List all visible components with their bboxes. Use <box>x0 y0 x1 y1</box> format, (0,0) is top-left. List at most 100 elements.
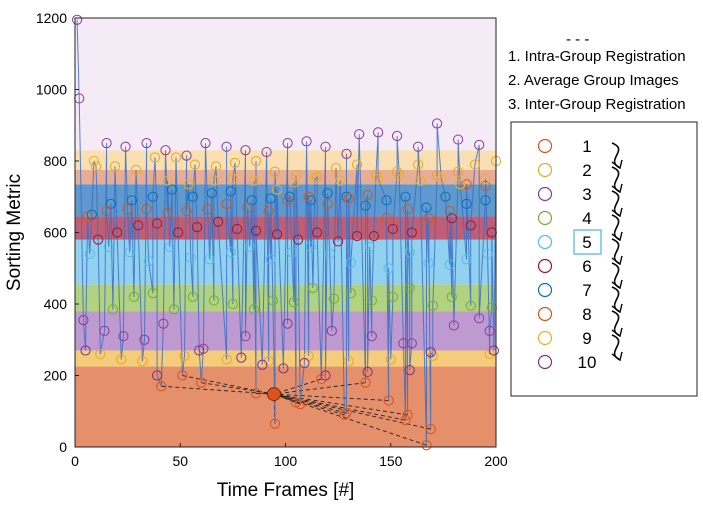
point-group-9 <box>415 175 426 186</box>
point-group-3 <box>240 331 251 342</box>
point-group-2 <box>189 159 201 170</box>
point-group-1 <box>196 377 207 388</box>
point-group-3 <box>99 325 110 336</box>
point-group-3 <box>158 318 169 329</box>
point-group-8 <box>181 205 192 217</box>
point-group-8 <box>202 204 213 215</box>
point-group-3 <box>453 134 464 145</box>
metric-line-path <box>76 19 497 446</box>
legend-label-5: 5 <box>582 233 591 252</box>
legend-marker-8 <box>537 306 553 322</box>
point-group-2 <box>137 356 148 367</box>
point-group-4 <box>328 293 340 304</box>
data-points <box>72 14 502 451</box>
point-group-1 <box>400 415 411 426</box>
point-group-3 <box>282 138 293 149</box>
group-mean-marker <box>266 387 281 402</box>
point-group-3 <box>282 318 293 329</box>
legend-label-7: 7 <box>582 281 591 300</box>
point-group-8 <box>381 213 392 224</box>
point-group-4 <box>427 300 438 311</box>
registration-line <box>273 378 322 395</box>
point-group-3 <box>101 138 112 149</box>
point-group-5 <box>164 241 175 252</box>
point-group-3 <box>78 314 89 326</box>
point-group-5 <box>265 254 276 265</box>
point-group-4 <box>147 288 158 299</box>
point-group-9 <box>88 155 100 167</box>
point-group-10 <box>194 345 205 356</box>
point-group-9 <box>288 177 300 188</box>
point-group-5 <box>423 257 434 268</box>
point-group-2 <box>290 170 302 181</box>
point-group-6 <box>173 227 184 238</box>
legend-arrowhead-icon <box>611 279 623 290</box>
point-group-3 <box>354 129 365 140</box>
x-tick-label: 50 <box>172 453 188 469</box>
point-group-8 <box>423 213 434 224</box>
point-group-4 <box>404 282 415 294</box>
point-group-5 <box>84 248 95 260</box>
axis-ticks: 0 50 100 150 200 0 200 400 600 800 1000 1200 <box>36 10 508 469</box>
legend-label-4: 4 <box>582 209 591 228</box>
point-group-10 <box>488 345 499 356</box>
point-group-2 <box>116 354 127 365</box>
point-group-4 <box>107 304 118 315</box>
point-group-10 <box>151 370 163 381</box>
band-group-2 <box>75 150 496 170</box>
point-group-10 <box>80 345 91 356</box>
y-tick-label: 600 <box>44 225 68 241</box>
point-group-5 <box>225 247 236 258</box>
legend-box <box>510 121 698 397</box>
point-group-5 <box>383 263 394 274</box>
band-group-1 <box>75 366 496 447</box>
legend-arrowhead-icon <box>611 231 623 242</box>
point-group-1 <box>360 377 371 388</box>
point-group-6 <box>191 222 203 233</box>
step-3-label: 3. Inter-Group Registration <box>508 96 686 113</box>
legend-arrowhead-icon <box>611 303 623 314</box>
steps-dashes: - - - <box>566 31 589 48</box>
point-group-5 <box>143 256 154 267</box>
point-group-6 <box>446 213 457 224</box>
point-group-8 <box>162 207 173 218</box>
point-group-4 <box>187 291 198 302</box>
point-group-7 <box>360 200 371 211</box>
point-group-2 <box>221 354 232 365</box>
x-tick-label: 100 <box>274 453 298 469</box>
x-tick-label: 0 <box>71 453 79 469</box>
point-group-5 <box>185 252 196 263</box>
y-tick-label: 1000 <box>36 82 67 98</box>
point-group-3 <box>391 130 403 142</box>
point-group-6 <box>151 218 163 229</box>
point-group-10 <box>236 352 247 363</box>
point-group-6 <box>465 220 476 231</box>
registration-line <box>273 382 366 395</box>
point-group-6 <box>133 220 144 231</box>
point-group-9 <box>208 175 220 186</box>
band-group-3 <box>75 18 496 151</box>
point-group-2 <box>149 152 161 163</box>
point-group-9 <box>373 173 384 184</box>
point-group-2 <box>210 161 222 172</box>
point-group-2 <box>250 155 262 167</box>
point-group-2 <box>469 159 481 170</box>
point-group-5 <box>286 247 297 258</box>
point-group-3 <box>341 148 352 159</box>
x-tick-label: 200 <box>484 453 508 469</box>
legend-arrowhead-icon <box>611 255 623 266</box>
point-group-7 <box>187 191 198 202</box>
point-group-7 <box>322 188 333 199</box>
legend-label-3: 3 <box>582 185 591 204</box>
y-tick-label: 1200 <box>36 10 67 26</box>
point-group-3 <box>406 338 417 349</box>
point-group-9 <box>227 173 238 184</box>
legend-marker-7 <box>537 282 553 298</box>
step-1-label: 1. Intra-Group Registration <box>508 48 686 65</box>
legend-label-9: 9 <box>582 329 591 348</box>
point-group-5 <box>364 241 375 252</box>
point-group-8 <box>282 195 293 206</box>
point-group-5 <box>444 259 455 270</box>
legend-marker-1 <box>537 138 553 154</box>
point-group-6 <box>333 236 344 247</box>
